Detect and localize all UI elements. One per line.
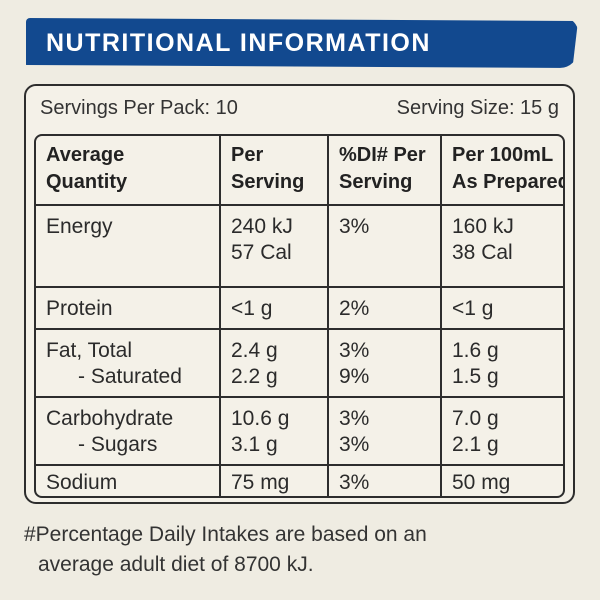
table-row-energy: Energy 240 kJ 57 Cal 3% 160 kJ 38 Cal	[36, 206, 563, 288]
header-text: Quantity	[46, 171, 128, 193]
cell-text: 3%	[339, 407, 370, 430]
cell-text: 3%	[339, 339, 370, 362]
cell-text: 2%	[339, 297, 370, 320]
per-100ml-value: <1 g	[442, 288, 563, 328]
di-value: 2%	[329, 288, 442, 328]
cell-text: Sodium	[46, 471, 118, 494]
servings-per-pack: Servings Per Pack: 10	[40, 97, 238, 119]
per-serving-value: <1 g	[221, 288, 329, 328]
header-text: Per	[231, 144, 264, 166]
cell-text: 2.1 g	[452, 433, 499, 456]
footnote: #Percentage Daily Intakes are based on a…	[24, 520, 584, 580]
nutrition-table: Average Quantity Per Serving %DI# Per Se…	[34, 134, 565, 498]
table-row-sodium: Sodium 75 mg 3% 50 mg	[36, 466, 563, 496]
footnote-line: average adult diet of 8700 kJ.	[38, 553, 314, 576]
cell-text: Energy	[46, 215, 113, 238]
per-serving-value: 2.4 g 2.2 g	[221, 330, 329, 396]
table-row-fat: Fat, Total - Saturated 2.4 g 2.2 g 3% 9%…	[36, 330, 563, 398]
per-serving-value: 240 kJ 57 Cal	[221, 206, 329, 286]
table-row-carbohydrate: Carbohydrate - Sugars 10.6 g 3.1 g 3% 3%…	[36, 398, 563, 466]
cell-text: 7.0 g	[452, 407, 499, 430]
per-serving-value: 10.6 g 3.1 g	[221, 398, 329, 464]
header-average-quantity: Average Quantity	[36, 136, 221, 204]
header-text: As Prepared	[452, 171, 565, 193]
nutrient-name: Energy	[36, 206, 221, 286]
header-text: Serving	[339, 171, 413, 193]
nutrient-name: Sodium	[36, 466, 221, 496]
header-text: Average	[46, 144, 125, 166]
nutrient-name: Protein	[36, 288, 221, 328]
nutrient-name: Carbohydrate - Sugars	[36, 398, 221, 464]
per-100ml-value: 50 mg	[442, 466, 563, 496]
header-text: %DI# Per	[339, 144, 426, 166]
header-text: Serving	[231, 171, 305, 193]
cell-text: 3%	[339, 471, 370, 494]
cell-text: 10.6 g	[231, 407, 290, 430]
cell-text: 50 mg	[452, 471, 511, 494]
header-per-serving: Per Serving	[221, 136, 329, 204]
table-header-row: Average Quantity Per Serving %DI# Per Se…	[36, 136, 563, 206]
per-100ml-value: 160 kJ 38 Cal	[442, 206, 563, 286]
cell-text: 57 Cal	[231, 241, 292, 264]
cell-text: 1.5 g	[452, 365, 499, 388]
header-per-100ml: Per 100mL As Prepared	[442, 136, 563, 204]
cell-text: 2.4 g	[231, 339, 278, 362]
per-serving-value: 75 mg	[221, 466, 329, 496]
cell-text: 2.2 g	[231, 365, 278, 388]
cell-text: <1 g	[231, 297, 273, 320]
cell-text: Protein	[46, 297, 113, 320]
cell-text: 3%	[339, 215, 370, 238]
di-value: 3% 9%	[329, 330, 442, 396]
cell-text: 9%	[339, 365, 370, 388]
di-value: 3%	[329, 466, 442, 496]
cell-text: 38 Cal	[452, 241, 513, 264]
per-100ml-value: 7.0 g 2.1 g	[442, 398, 563, 464]
cell-text: - Sugars	[78, 433, 158, 456]
cell-text: 160 kJ	[452, 215, 514, 238]
per-100ml-value: 1.6 g 1.5 g	[442, 330, 563, 396]
cell-text: Fat, Total	[46, 339, 132, 362]
nutrition-panel: Servings Per Pack: 10 Serving Size: 15 g…	[24, 84, 575, 504]
cell-text: 75 mg	[231, 471, 290, 494]
di-value: 3%	[329, 206, 442, 286]
serving-info-row: Servings Per Pack: 10 Serving Size: 15 g	[26, 86, 573, 130]
cell-text: 3.1 g	[231, 433, 278, 456]
cell-text: 240 kJ	[231, 215, 293, 238]
cell-text: <1 g	[452, 297, 494, 320]
cell-text: Carbohydrate	[46, 407, 174, 430]
table-row-protein: Protein <1 g 2% <1 g	[36, 288, 563, 330]
di-value: 3% 3%	[329, 398, 442, 464]
nutrient-name: Fat, Total - Saturated	[36, 330, 221, 396]
header-text: Per 100mL	[452, 144, 554, 166]
cell-text: - Saturated	[78, 365, 182, 388]
serving-size: Serving Size: 15 g	[396, 97, 559, 119]
header-di-per-serving: %DI# Per Serving	[329, 136, 442, 204]
footnote-line: #Percentage Daily Intakes are based on a…	[24, 523, 427, 546]
title-banner	[26, 18, 578, 68]
cell-text: 1.6 g	[452, 339, 499, 362]
cell-text: 3%	[339, 433, 370, 456]
page-title: NUTRITIONAL INFORMATION	[46, 29, 431, 57]
